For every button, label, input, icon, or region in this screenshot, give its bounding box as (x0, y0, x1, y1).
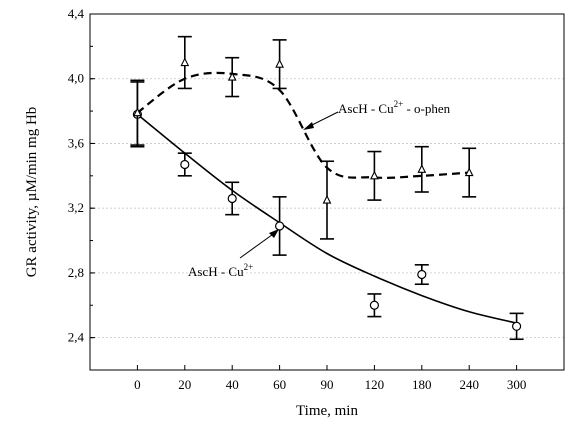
annotation-arrowhead-ophen (303, 122, 314, 130)
x-tick-label: 300 (507, 377, 527, 392)
data-point-circle (180, 159, 190, 170)
data-point-triangle (227, 71, 237, 81)
x-tick-label: 40 (226, 377, 239, 392)
annotation-arrowhead-cu (269, 229, 279, 238)
x-tick-label: 60 (273, 377, 286, 392)
x-tick-label: 180 (412, 377, 432, 392)
y-axis-title: GR activity, µM/min mg Hb (24, 107, 40, 278)
data-point-triangle (133, 107, 142, 117)
data-point-circle (275, 221, 285, 231)
x-tick-label: 90 (321, 377, 334, 392)
annotation-arrow-cu (239, 231, 277, 259)
annotation-ascH-cu-ophen-rest: - o-phen (403, 101, 450, 116)
series-ascH-cu (130, 81, 524, 341)
y-tick-label: 3,6 (68, 135, 85, 150)
data-point-circle (417, 269, 427, 280)
y-tick-label: 3,2 (68, 200, 84, 215)
axis-ticks: 2,4 2,8 3,2 3,6 4,0 4,4 0 20 40 60 90 120 180 240 300 (68, 6, 527, 392)
annotation-ascH-cu-base: AscH - Cu (188, 264, 244, 279)
fit-line-ascH-cu-ophen (136, 71, 470, 179)
x-axis-title: Time, min (296, 403, 358, 419)
annotation-ascH-cu-ophen: AscH - Cu2+ - o-phen (338, 99, 451, 116)
data-point-circle (511, 321, 522, 331)
y-tick-label: 4,0 (68, 71, 84, 86)
series-layer (130, 35, 524, 341)
annotation-arrows (239, 111, 339, 259)
data-point-circle (227, 193, 237, 204)
x-tick-label: 240 (459, 377, 479, 392)
y-tick-label: 2,4 (68, 330, 85, 345)
annotation-ascH-cu: AscH - Cu2+ (188, 262, 253, 279)
data-point-triangle (417, 164, 427, 173)
data-point-circle (369, 300, 379, 310)
fit-line-ascH-cu (136, 113, 517, 324)
series-ascH-cu-ophen (130, 35, 477, 240)
x-tick-label: 20 (178, 377, 191, 392)
data-point-triangle (464, 167, 474, 177)
data-point-triangle (322, 194, 332, 204)
annotation-ascH-cu-ophen-sup: 2+ (394, 99, 404, 109)
annotation-ascH-cu-sup: 2+ (244, 262, 254, 272)
y-tick-label: 2,8 (68, 265, 84, 280)
y-tick-label: 4,4 (68, 6, 85, 21)
x-tick-label: 120 (365, 377, 385, 392)
data-point-triangle (180, 57, 190, 67)
x-tick-label: 0 (134, 377, 141, 392)
data-point-triangle (275, 58, 284, 68)
annotation-ascH-cu-ophen-base: AscH - Cu (338, 101, 394, 116)
data-point-triangle (370, 170, 379, 180)
